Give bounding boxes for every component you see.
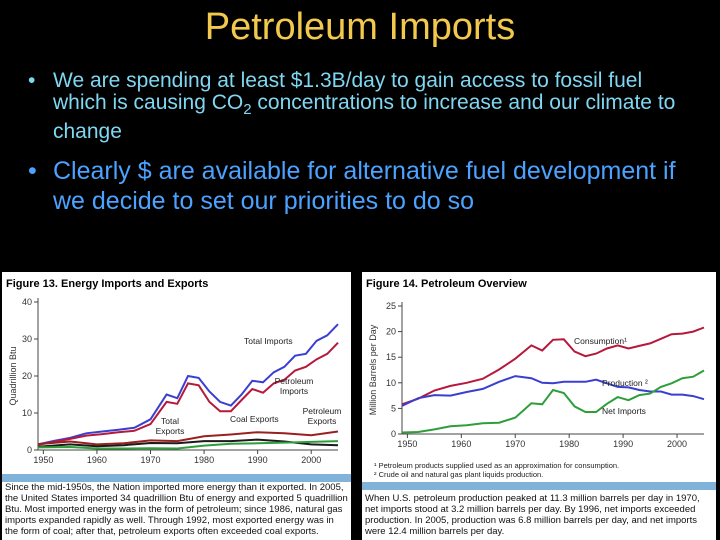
fig14-x-tick-label: 1960	[451, 439, 471, 449]
fig14-series-consumption	[401, 326, 705, 406]
fig13-series-label-line: Imports	[280, 386, 308, 396]
fig14-series-production	[401, 375, 705, 407]
bullet-2-text: Clearly $ are available for alternative …	[53, 157, 676, 215]
bullet-2-marker: •	[28, 157, 37, 185]
fig13-series-label-line: Exports	[308, 416, 337, 426]
fig14-y-tick-label: 10	[386, 378, 396, 388]
fig13-series-label-line: Total	[161, 416, 179, 426]
fig13-series-petroleum-imports	[37, 342, 339, 446]
figure-13-divider	[2, 474, 351, 482]
fig13-series-total-imports	[37, 323, 339, 446]
fig14-series-label: Production ²	[602, 378, 648, 388]
bullet-1: • We are spending at least $1.3B/day to …	[28, 70, 698, 143]
figure-13-title: Figure 13. Energy Imports and Exports	[6, 278, 209, 290]
fig13-y-tick-label: 40	[22, 297, 32, 307]
bullet-1-text: We are spending at least $1.3B/day to ga…	[53, 70, 698, 143]
figure-14-panel: Figure 14. Petroleum Overview 0 5 10 15 20 25…	[362, 272, 716, 540]
figure-14-note-1: ¹ Petroleum products supplied used as an…	[374, 461, 620, 470]
fig13-x-tick-label: 1970	[140, 455, 160, 465]
fig14-y-tick-label: 0	[391, 429, 396, 439]
figure-13-chart: 0 10 20 30 40 1950 1960 1970 1980 1990 2000 Quadril…	[8, 297, 342, 465]
fig13-y-tick-label: 10	[22, 408, 32, 418]
fig14-x-tick-label: 1950	[397, 439, 417, 449]
bullet-1-text-main: We are spending at least $1.3B/day to ga…	[53, 69, 643, 114]
fig13-series-label: Total Imports	[244, 336, 293, 346]
fig14-y-tick-label: 20	[386, 327, 396, 337]
fig14-x-tick-label: 2000	[667, 439, 687, 449]
fig13-y-tick-label: 20	[22, 371, 32, 381]
fig13-x-tick-label: 1990	[248, 455, 268, 465]
figure-13-caption: Since the mid-1950s, the Nation imported…	[5, 482, 348, 537]
fig13-x-tick-label: 1950	[33, 455, 53, 465]
fig14-x-tick-label: 1970	[505, 439, 525, 449]
bullet-1-subscript: 2	[243, 101, 252, 119]
fig14-series-net-imports	[401, 369, 705, 434]
fig14-y-tick-label: 5	[391, 403, 396, 413]
figure-14-divider	[362, 482, 716, 490]
fig14-y-tick-label: 25	[386, 301, 396, 311]
fig13-y-tick-label: 0	[27, 445, 32, 455]
fig13-series-total-exports	[37, 430, 339, 446]
fig14-series-label: Net Imports	[602, 406, 646, 416]
figure-14-caption: When U.S. petroleum production peaked at…	[365, 493, 700, 537]
fig13-series-label: Total Exports	[156, 416, 185, 436]
fig13-series-petroleum-exports	[37, 440, 339, 450]
bullet-1-text-tail: concentrations to increase and our clima…	[53, 91, 676, 144]
fig13-series-label-line: Petroleum	[275, 376, 314, 386]
fig13-series-label: Coal Exports	[230, 414, 279, 424]
fig13-series-label: Petroleum Exports	[303, 406, 342, 426]
fig13-y-axis-label: Quadrillion Btu	[8, 346, 18, 405]
fig13-series-label-line: Exports	[156, 426, 185, 436]
fig14-y-axis-label: Million Barrels per Day	[368, 324, 378, 415]
slide-title: Petroleum Imports	[204, 6, 516, 48]
fig14-series-label: Consumption¹	[574, 336, 627, 346]
fig13-series-label: Petroleum Imports	[275, 376, 314, 396]
bullet-1-marker: •	[28, 69, 36, 92]
fig13-x-tick-label: 2000	[301, 455, 321, 465]
fig13-x-tick-label: 1960	[87, 455, 107, 465]
figure-14-chart: 0 5 10 15 20 25 1950 1960 1970 1980 1990 2000 Millio…	[368, 301, 705, 449]
fig13-y-tick-label: 30	[22, 334, 32, 344]
fig14-x-tick-label: 1980	[559, 439, 579, 449]
fig13-x-tick-label: 1980	[194, 455, 214, 465]
figure-14-note-2: ² Crude oil and natural gas plant liquid…	[374, 470, 544, 479]
bullet-2: • Clearly $ are available for alternativ…	[28, 156, 698, 216]
fig14-x-tick-label: 1990	[613, 439, 633, 449]
figure-14-title: Figure 14. Petroleum Overview	[366, 278, 527, 290]
fig13-series-label-line: Petroleum	[303, 406, 342, 416]
fig14-y-tick-label: 15	[386, 352, 396, 362]
